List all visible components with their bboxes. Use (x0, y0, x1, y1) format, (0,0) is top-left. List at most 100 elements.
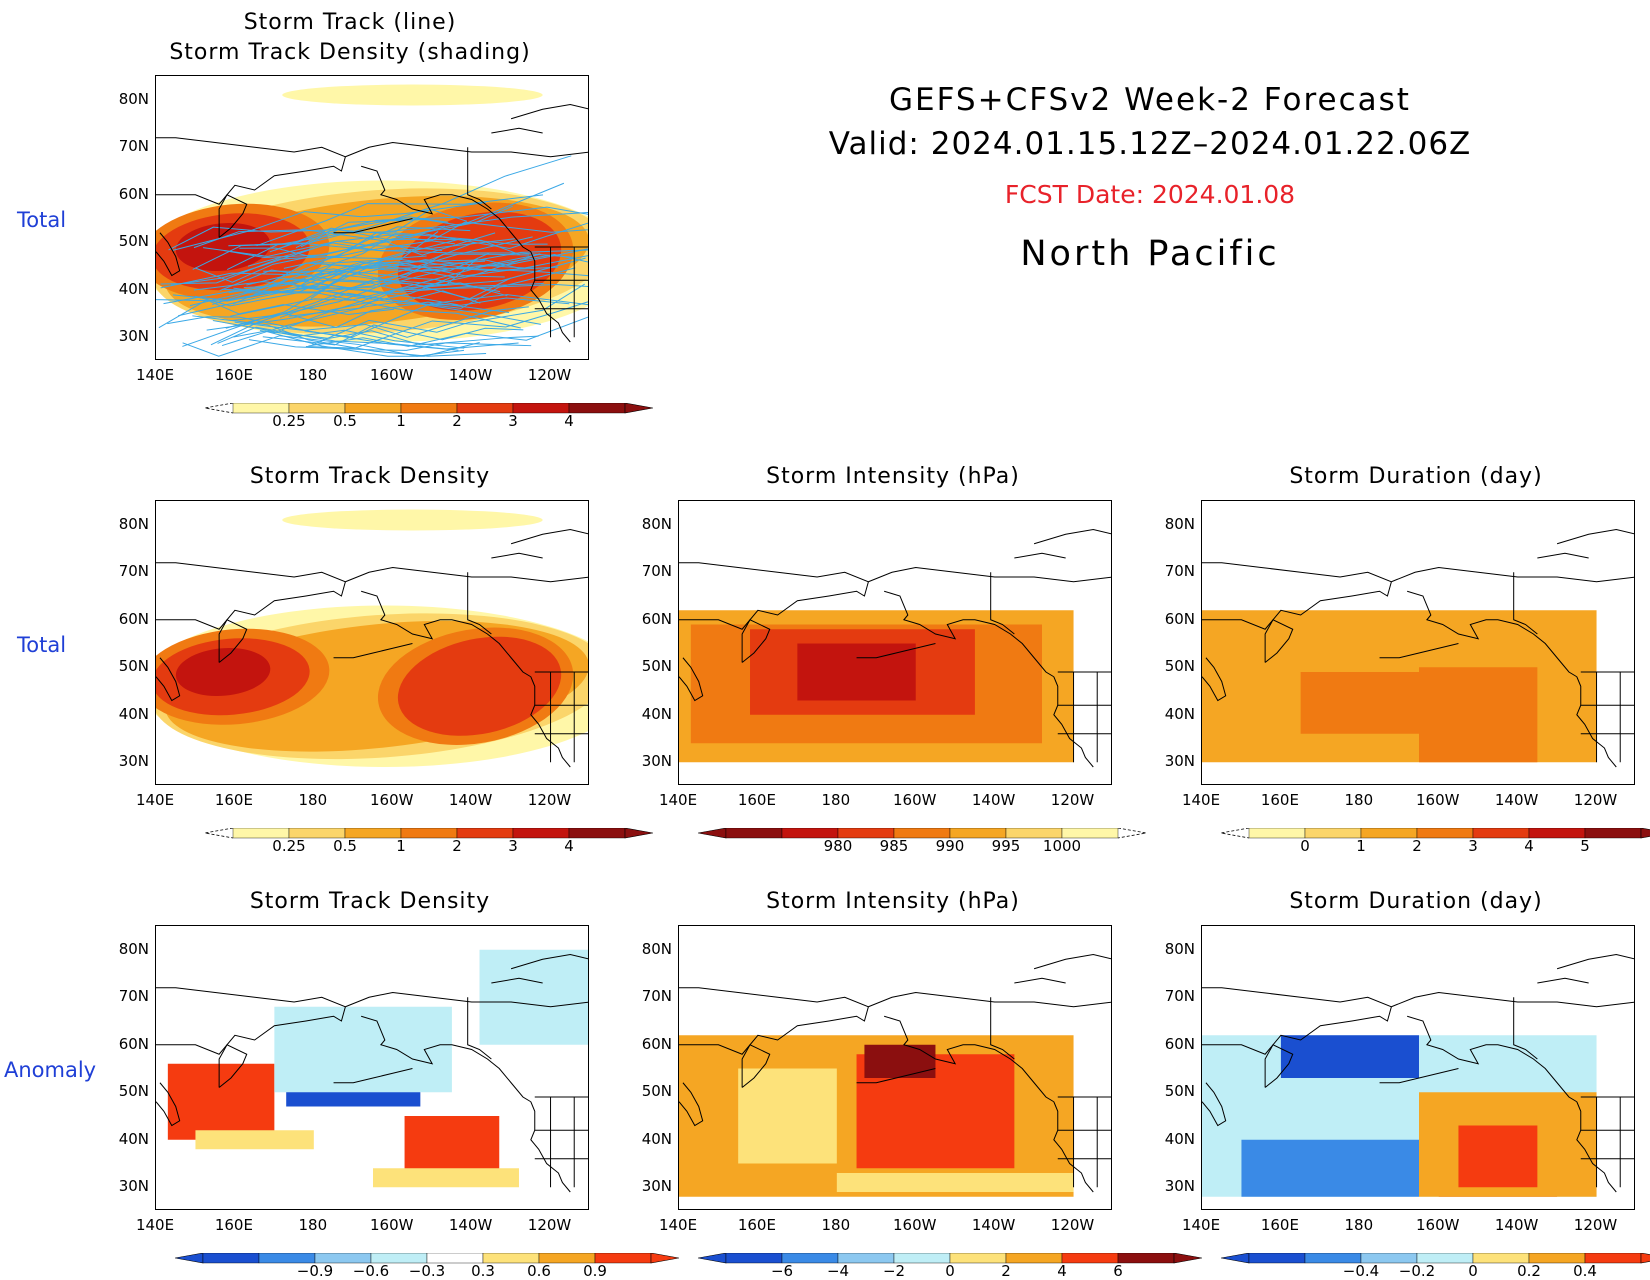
colorbar-tick-label: 5 (1580, 837, 1590, 855)
lat-label: 40N (118, 704, 149, 723)
duration-cell (1419, 667, 1538, 763)
colorbar-tick-label: 0.9 (583, 1262, 607, 1280)
colorbar-tick-label: 4 (1524, 837, 1534, 855)
storm-track-line (203, 240, 443, 257)
storm-track-line (182, 335, 464, 357)
lon-label: 160E (1260, 791, 1299, 809)
lat-label: 50N (118, 232, 149, 251)
coastline (1407, 1015, 1578, 1103)
storm-track-line (308, 249, 588, 269)
lon-label: 180 (298, 791, 328, 809)
lon-label: 160W (369, 791, 414, 809)
lat-label: 70N (1164, 562, 1195, 581)
colorbar-tick-label: 0.25 (272, 837, 306, 855)
dens_anom-cell (404, 1116, 500, 1173)
colorbar-tick-label: 2 (1001, 1262, 1011, 1280)
coastline (218, 194, 248, 238)
storm-track-line (160, 261, 505, 289)
lon-label: 140E (658, 791, 698, 809)
colorbar-end-triangle (624, 827, 654, 839)
colorbar-end-open (1220, 827, 1250, 839)
lon-label: 120W (527, 791, 572, 809)
coastline (1033, 528, 1111, 545)
lat-label: 40N (118, 279, 149, 298)
colorbar-end-triangle (624, 402, 654, 414)
row-label-total-middle: Total (17, 633, 67, 657)
storm-track-line (172, 264, 456, 301)
lon-label: 160E (214, 791, 253, 809)
lat-label: 30N (118, 752, 149, 771)
coastline (1576, 1101, 1617, 1193)
coastline (1202, 657, 1227, 702)
coastline (156, 1082, 181, 1127)
coastline (884, 590, 1055, 678)
colorbar-tick-label: 4 (564, 412, 574, 430)
colorbar-tick-label: 6 (1113, 1262, 1123, 1280)
lon-label: 140W (448, 791, 493, 809)
coastline (530, 676, 571, 768)
storm-track-line (182, 277, 501, 347)
colorbar-tick-label: 0.4 (1573, 1262, 1597, 1280)
coastline (345, 566, 588, 583)
lat-label: 40N (641, 1129, 672, 1148)
forecast-title: GEFS+CFSv2 Week-2 Forecast (889, 82, 1411, 118)
coastline (1014, 977, 1066, 984)
storm-track-line (308, 316, 588, 347)
coastline (1264, 1044, 1294, 1088)
lon-label: 160E (214, 1216, 253, 1234)
colorbar-segment (202, 1252, 260, 1264)
colorbar-tick-label: 2 (1412, 837, 1422, 855)
dur_anom-cell (1241, 1139, 1419, 1197)
coastline (1407, 590, 1578, 678)
dens_anom-cell (167, 1063, 275, 1140)
coastline (1014, 552, 1066, 559)
storm-track-line (193, 281, 459, 306)
coastline (361, 165, 532, 253)
coastline (1537, 977, 1589, 984)
colorbar-tick-label: 985 (879, 837, 909, 855)
lat-label: 50N (641, 1082, 672, 1101)
map-duration-anomaly (1201, 925, 1635, 1210)
colorbar-tick-label: 0.3 (471, 1262, 495, 1280)
coastline (1379, 1068, 1459, 1084)
forecast-date: FCST Date: 2024.01.08 (1004, 180, 1296, 209)
panel-title-duration-total: Storm Duration (day) (1289, 464, 1543, 489)
colorbar-tick-label: −4 (826, 1262, 850, 1280)
coastline (361, 1015, 532, 1103)
colorbar-tick-label: 3 (508, 412, 518, 430)
lon-label: 120W (1573, 791, 1618, 809)
colorbar-end-triangle (174, 1252, 204, 1264)
colorbar-tick-label: 1 (1356, 837, 1366, 855)
coastline (1053, 676, 1094, 768)
lon-label: 160E (737, 791, 776, 809)
coastline (679, 657, 704, 702)
lat-label: 80N (641, 939, 672, 958)
colorbar-segment (1061, 827, 1119, 839)
map-density-anomaly (155, 925, 589, 1210)
colorbar-end-triangle (697, 1252, 727, 1264)
lon-label: 120W (527, 366, 572, 384)
lat-label: 40N (1164, 704, 1195, 723)
lat-label: 60N (641, 609, 672, 628)
dens_anom-cell (479, 949, 588, 1045)
colorbar-tick-label: −0.6 (352, 1262, 390, 1280)
coastline (741, 1044, 771, 1088)
colorbar-tick-label: 1 (396, 412, 406, 430)
coastline (1379, 643, 1459, 659)
storm-track-line (194, 226, 471, 283)
coastline (345, 991, 588, 1008)
colorbar-tick-label: 0.25 (272, 412, 306, 430)
colorbar-tick-label: 3 (1468, 837, 1478, 855)
coastline (510, 528, 588, 545)
colorbar-density: 0.25 0.5 1 2 3 4 (204, 825, 654, 855)
coastline (530, 251, 571, 343)
lat-label: 60N (641, 1034, 672, 1053)
lat-label: 80N (1164, 514, 1195, 533)
colorbar-end-triangle (650, 1252, 680, 1264)
coastline (856, 1068, 936, 1084)
lon-label: 140W (448, 366, 493, 384)
colorbar-duration_anom: −0.4 −0.2 0 0.2 0.4 (1220, 1250, 1650, 1280)
storm-track-line (219, 269, 511, 300)
colorbar-tick-label: 4 (1057, 1262, 1067, 1280)
storm-track-line (158, 299, 395, 329)
